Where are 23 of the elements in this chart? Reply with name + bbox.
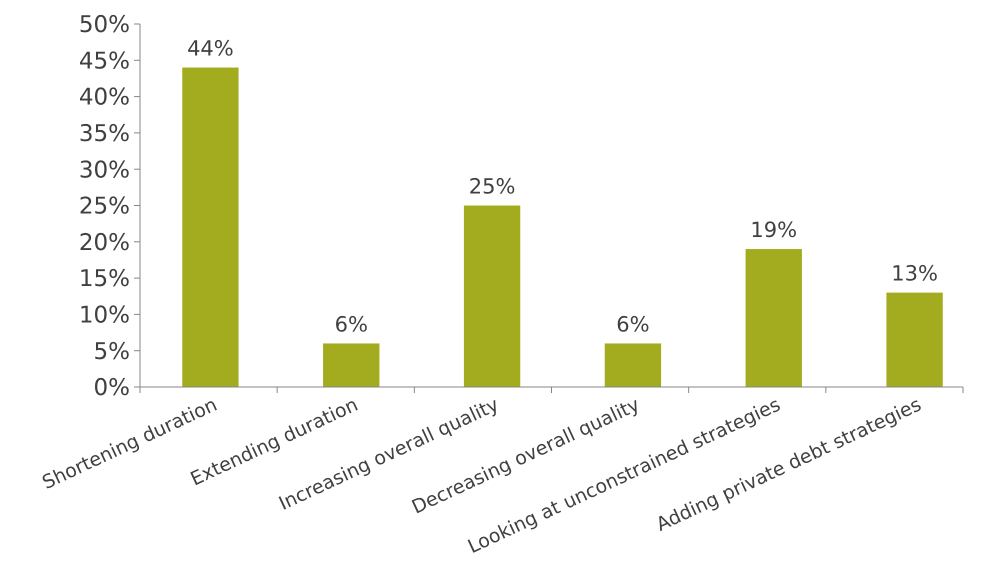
bar: [464, 206, 520, 387]
bar: [182, 68, 239, 387]
y-tick-label: 20%: [78, 230, 130, 256]
bar: [746, 249, 802, 387]
bar: [886, 292, 943, 387]
y-tick-label: 10%: [78, 302, 130, 328]
bar: [604, 343, 662, 387]
y-tick-label: 45%: [78, 48, 130, 74]
y-tick-label: 35%: [78, 120, 130, 147]
y-tick-label: 5%: [94, 338, 130, 365]
data-label: 19%: [750, 218, 798, 242]
data-label: 25%: [468, 174, 516, 198]
y-tick-label: 30%: [78, 157, 130, 184]
data-label: 44%: [187, 36, 234, 61]
y-tick-label: 50%: [78, 12, 130, 38]
y-tick-label: 0%: [94, 375, 130, 402]
data-label: 6%: [334, 312, 368, 336]
y-tick-label: 40%: [78, 84, 130, 111]
y-tick-label: 15%: [78, 266, 130, 292]
data-label: 13%: [891, 262, 938, 286]
bar: [323, 343, 380, 387]
y-tick-label: 25%: [78, 194, 130, 220]
data-label: 6%: [616, 312, 650, 336]
